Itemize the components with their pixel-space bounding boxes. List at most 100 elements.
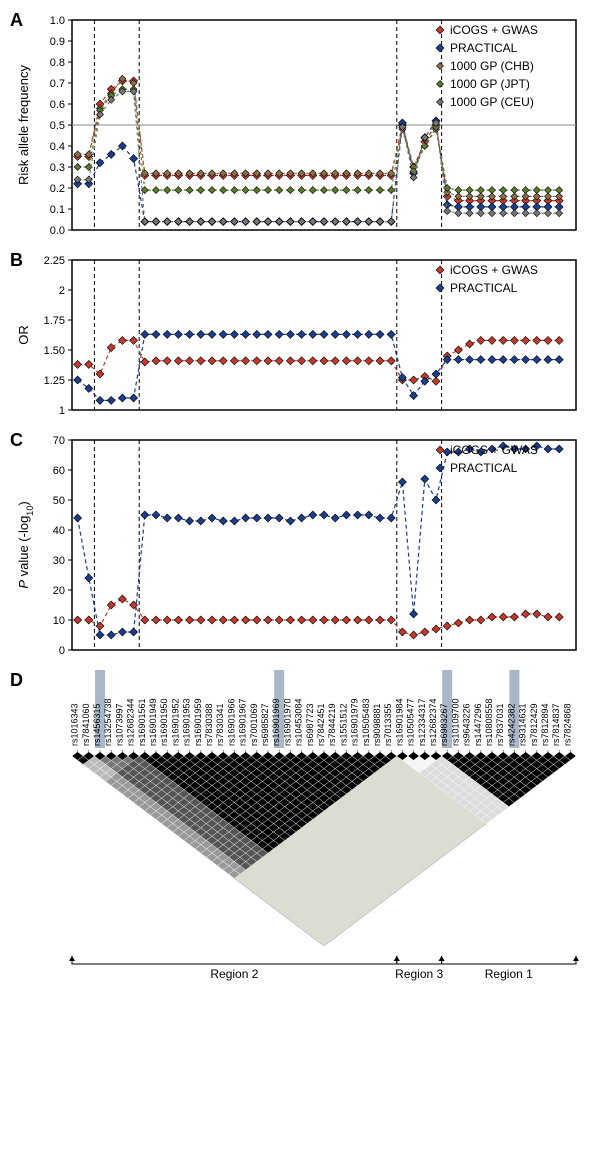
- series-marker: [118, 394, 126, 402]
- series-marker: [510, 336, 518, 344]
- chart-B: 11.251.501.7522.25ORiCOGS + GWASPRACTICA…: [10, 250, 590, 420]
- series-marker: [387, 330, 395, 338]
- series-marker: [298, 616, 306, 624]
- series-marker: [410, 631, 418, 639]
- series-marker: [544, 613, 552, 621]
- series-marker: [107, 344, 115, 352]
- series-marker: [522, 187, 529, 194]
- series-marker: [130, 394, 138, 402]
- series-marker: [365, 616, 373, 624]
- series-marker: [331, 330, 339, 338]
- snp-label: rs10505477: [406, 698, 416, 746]
- series-line: [78, 91, 560, 221]
- series-marker: [186, 517, 194, 525]
- snp-label: rs7001069: [249, 703, 259, 746]
- series-marker: [377, 218, 384, 225]
- ytick-label: 0.4: [50, 141, 65, 153]
- legend-marker: [436, 44, 444, 52]
- series-marker: [107, 601, 115, 609]
- series-marker: [74, 164, 81, 171]
- legend-marker: [436, 284, 444, 292]
- ytick-label: 30: [53, 555, 65, 567]
- series-marker: [209, 218, 216, 225]
- legend-label: PRACTICAL: [450, 281, 518, 295]
- snp-label: rs10505483: [361, 698, 371, 746]
- series-marker: [410, 610, 418, 618]
- snp-label: rs16901970: [282, 698, 292, 746]
- series-marker: [331, 616, 339, 624]
- series-marker: [320, 357, 328, 365]
- snp-label: rs16901967: [238, 698, 248, 746]
- series-marker: [174, 330, 182, 338]
- series-marker: [107, 631, 115, 639]
- snp-label: rs1073997: [114, 703, 124, 746]
- snp-label: rs16901950: [159, 698, 169, 746]
- panel-B: B11.251.501.7522.25ORiCOGS + GWASPRACTIC…: [10, 250, 590, 420]
- series-marker: [354, 330, 362, 338]
- ytick-label: 1.25: [44, 375, 65, 387]
- series-marker: [443, 622, 451, 630]
- series-marker: [118, 628, 126, 636]
- ytick-label: 2.25: [44, 255, 65, 267]
- legend-label: PRACTICAL: [450, 461, 518, 475]
- legend-marker: [436, 26, 444, 34]
- series-marker: [141, 511, 149, 519]
- region-label: Region 3: [395, 967, 443, 981]
- series-marker: [522, 356, 530, 364]
- series-marker: [219, 357, 227, 365]
- series-marker: [220, 187, 227, 194]
- ytick-label: 0.3: [50, 162, 65, 174]
- legend-marker: [436, 464, 444, 472]
- series-marker: [164, 187, 171, 194]
- series-marker: [230, 616, 238, 624]
- snp-label: rs7830341: [215, 703, 225, 746]
- series-marker: [455, 210, 462, 217]
- series-marker: [164, 218, 171, 225]
- series-marker: [253, 330, 261, 338]
- series-marker: [343, 218, 350, 225]
- snp-label: rs12682344: [126, 698, 136, 746]
- series-marker: [544, 356, 552, 364]
- series-marker: [376, 514, 384, 522]
- legend-label: iCOGS + GWAS: [450, 263, 538, 277]
- series-marker: [376, 330, 384, 338]
- snp-label: rs12682374: [428, 698, 438, 746]
- snp-label: rs16901959: [193, 698, 203, 746]
- series-marker: [275, 514, 283, 522]
- snp-label: rs4242382: [506, 703, 516, 746]
- snp-label: rs7844219: [327, 703, 337, 746]
- series-marker: [275, 330, 283, 338]
- ytick-label: 0.0: [50, 225, 65, 237]
- ytick-label: 10: [53, 615, 65, 627]
- ytick-label: 0.6: [50, 99, 65, 111]
- ytick-label: 1.75: [44, 315, 65, 327]
- series-line: [78, 334, 560, 400]
- series-line: [78, 121, 560, 222]
- series-marker: [365, 357, 373, 365]
- series-marker: [230, 357, 238, 365]
- series-marker: [253, 357, 261, 365]
- snp-label: rs7837031: [495, 703, 505, 746]
- series-marker: [208, 357, 216, 365]
- series-marker: [74, 616, 82, 624]
- series-marker: [298, 514, 306, 522]
- series-marker: [130, 628, 138, 636]
- series-marker: [499, 336, 507, 344]
- series-marker: [454, 346, 462, 354]
- region-bracket: [442, 956, 576, 964]
- ylabel-B: OR: [16, 325, 31, 345]
- series-marker: [275, 357, 283, 365]
- series-marker: [421, 628, 429, 636]
- series-marker: [231, 187, 238, 194]
- series-marker: [163, 616, 171, 624]
- region-bracket: [72, 956, 397, 964]
- series-marker: [152, 511, 160, 519]
- series-marker: [544, 336, 552, 344]
- series-marker: [186, 357, 194, 365]
- series-marker: [454, 356, 462, 364]
- series-marker: [107, 396, 115, 404]
- series-marker: [197, 517, 205, 525]
- legend-marker: [436, 266, 444, 274]
- series-marker: [219, 517, 227, 525]
- series-marker: [264, 514, 272, 522]
